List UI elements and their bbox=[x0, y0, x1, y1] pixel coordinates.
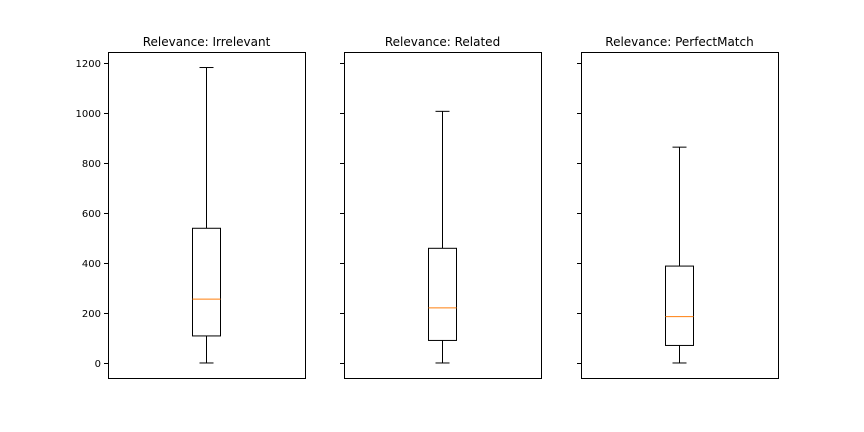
y-tick-label: 600 bbox=[82, 209, 101, 220]
y-tick-label: 1200 bbox=[76, 59, 101, 70]
iqr-box bbox=[665, 265, 694, 346]
panel-title: Relevance: Related bbox=[385, 35, 500, 49]
y-tick-label: 1000 bbox=[76, 109, 101, 120]
y-tick-label: 400 bbox=[82, 259, 101, 270]
panel-1: Relevance: Irrelevant 0 200 400 600 800 1000 12… bbox=[76, 35, 306, 379]
panel-2: Relevance: Related bbox=[340, 35, 542, 379]
iqr-box bbox=[428, 247, 457, 341]
axes-frame bbox=[344, 52, 542, 379]
y-tick-label: 0 bbox=[95, 359, 101, 370]
iqr-box bbox=[192, 227, 221, 337]
panel-title: Relevance: PerfectMatch bbox=[605, 35, 753, 49]
panel-title: Relevance: Irrelevant bbox=[143, 35, 271, 49]
panel-3: Relevance: PerfectMatch bbox=[577, 35, 779, 379]
y-tick-label: 800 bbox=[82, 159, 101, 170]
axes-frame bbox=[581, 52, 779, 379]
axes-frame bbox=[108, 52, 306, 379]
y-tick-label: 200 bbox=[82, 309, 101, 320]
